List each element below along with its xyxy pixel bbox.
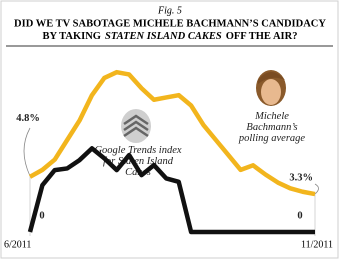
page: {"chart_data": { "type": "line", "figure… — [0, 0, 339, 259]
value-label: 0 — [39, 210, 44, 221]
title-part: STATEN ISLAND CAKES — [105, 31, 222, 42]
value-label: 0 — [297, 210, 302, 221]
title-part: OFF THE AIR? — [226, 31, 298, 42]
x-tick-label: 6/2011 — [4, 239, 31, 250]
bachmann-portrait — [256, 70, 286, 106]
x-tick-label: 11/2011 — [301, 239, 333, 250]
figure-label: Fig. 5 — [157, 5, 182, 16]
title-part: BY TAKING — [43, 31, 101, 42]
series-annotation: Michele Bachmann’s polling average — [236, 111, 308, 159]
chart-title: BY TAKING STATEN ISLAND CAKES OFF THE AIR? — [43, 31, 298, 42]
chart: Fig. 5 DID WE TV SABOTAGE MICHELE BACHMA… — [0, 0, 339, 259]
value-label: 4.8% — [16, 113, 40, 124]
cake-icon — [121, 109, 151, 143]
series-name: Michele Bachmann’s polling average — [236, 111, 308, 144]
chart-title: DID WE TV SABOTAGE MICHELE BACHMANN’S CA… — [14, 18, 326, 29]
value-label: 3.3% — [289, 172, 313, 183]
